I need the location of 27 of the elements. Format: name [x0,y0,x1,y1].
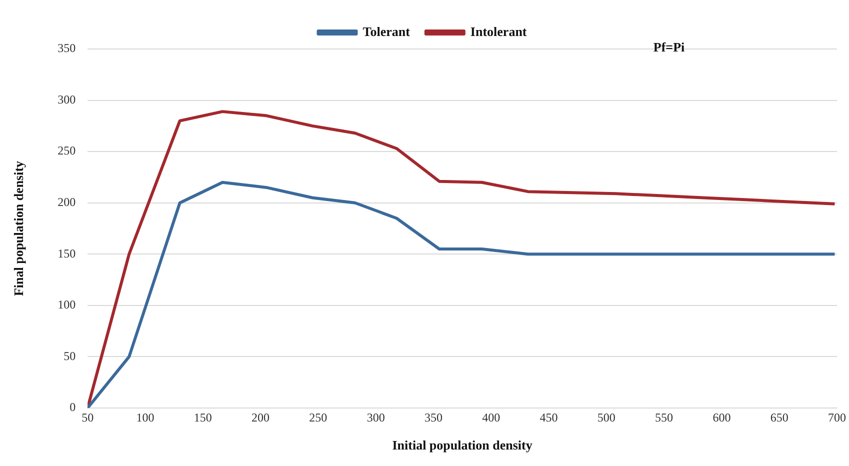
y-tick-label: 50 [64,348,76,363]
x-tick-label: 450 [540,410,558,424]
x-tick-label: 50 [82,410,94,424]
y-tick-label: 200 [58,195,76,210]
annotation: Pf=Pi [653,39,685,54]
y-tick-label: 0 [70,400,76,414]
x-tick-label: 650 [770,410,788,424]
x-tick-label: 250 [309,410,328,424]
x-tick-label: 700 [828,410,846,424]
x-tick-label: 300 [366,410,385,424]
x-tick-label: 500 [597,410,616,424]
y-axis-title: Final population density [11,160,26,296]
x-axis-title: Initial population density [392,438,533,453]
legend-label: Intolerant [470,24,528,39]
y-tick-label: 100 [58,298,76,312]
x-tick-label: 550 [655,410,674,424]
x-tick-label: 400 [482,410,500,424]
y-tick-label: 300 [58,92,76,106]
x-tick-label: 200 [252,410,270,424]
x-tick-label: 600 [712,410,731,424]
x-tick-label: 150 [194,410,212,424]
y-tick-label: 150 [58,246,76,260]
y-tick-label: 350 [58,41,76,56]
x-tick-label: 100 [136,410,154,424]
x-tick-label: 350 [424,410,442,424]
legend-label: Tolerant [362,24,411,39]
y-tick-label: 250 [58,144,76,158]
